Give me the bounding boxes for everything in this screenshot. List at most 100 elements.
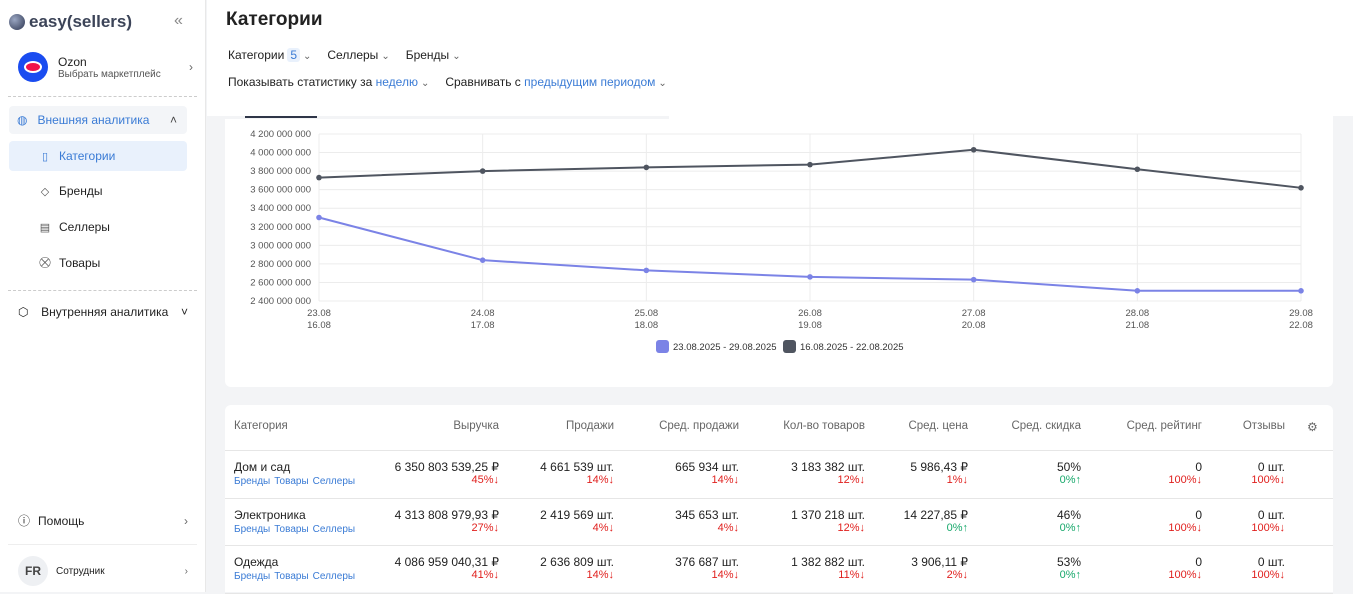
category-link-0[interactable]: Бренды — [234, 523, 271, 535]
category-link-1[interactable]: Товары — [274, 476, 309, 487]
delta-value: 2% — [946, 569, 963, 581]
brands-filter[interactable]: Бренды ⌄ — [406, 48, 461, 62]
table-cell: 0 100%↓ — [1168, 460, 1202, 486]
scrollbar[interactable] — [1335, 405, 1353, 592]
data-point[interactable] — [1134, 166, 1141, 173]
legend-label[interactable]: 16.08.2025 - 22.08.2025 — [800, 342, 904, 353]
column-header[interactable]: Сред. скидка — [1011, 420, 1081, 432]
data-point[interactable] — [1134, 287, 1141, 294]
data-point[interactable] — [1298, 287, 1304, 294]
help-label: Помощь — [38, 513, 85, 528]
arrow-up-icon: ↑ — [1075, 474, 1082, 486]
category-link-2[interactable]: Селлеры — [312, 571, 356, 582]
category-name[interactable]: Дом и сад — [234, 460, 291, 474]
sidebar: easy(sellers) « Ozon Выбрать маркетплейс … — [0, 0, 206, 592]
page-header: Категории Категории 5 ⌄ Селлеры ⌄ Бренды ⌄ П… — [207, 0, 1353, 116]
nav-external-analytics[interactable]: ◍ Внешняя аналитика ˄ — [9, 106, 187, 134]
cell-value: 0 — [1195, 507, 1202, 522]
user-menu[interactable]: FR Сотрудник › — [18, 556, 188, 586]
cell-value: 1 382 882 шт. — [791, 555, 865, 569]
cell-delta: 100%↓ — [1251, 522, 1285, 534]
tab-strip — [225, 116, 669, 119]
category-link-2[interactable]: Селлеры — [312, 476, 356, 487]
nav-label: Категории — [59, 149, 116, 163]
category-link-1[interactable]: Товары — [274, 571, 309, 582]
y-tick-label: 2 600 000 000 — [250, 277, 311, 288]
sellers-filter[interactable]: Селлеры ⌄ — [327, 48, 389, 62]
column-header[interactable]: Сред. цена — [908, 420, 968, 432]
category-link-0[interactable]: Бренды — [234, 571, 271, 582]
column-header[interactable]: Продажи — [565, 420, 614, 432]
column-header[interactable]: Сред. рейтинг — [1126, 420, 1202, 432]
delta-value: 100% — [1251, 474, 1280, 486]
cell-value: 345 653 шт. — [675, 507, 739, 522]
data-point[interactable] — [807, 161, 813, 168]
cell-delta: 14%↓ — [675, 474, 739, 486]
delta-value: 14% — [711, 569, 734, 581]
table-cell: 1 370 218 шт. 12%↓ — [791, 508, 865, 534]
data-point[interactable] — [316, 174, 322, 181]
legend-swatch[interactable] — [656, 340, 669, 353]
cell-value: 53% — [1056, 555, 1081, 569]
data-point[interactable] — [970, 146, 977, 153]
help-link[interactable]: ⓘ Помощь › — [18, 512, 188, 529]
sidebar-item-brands[interactable]: ◇ Бренды — [9, 176, 187, 206]
data-point[interactable] — [807, 274, 813, 280]
sidebar-item-sellers[interactable]: ▤ Селлеры — [9, 212, 187, 242]
cell-value: 3 183 382 шт. — [791, 460, 865, 474]
delta-value: 27% — [471, 521, 494, 534]
cell-value: 3 906,11 ₽ — [911, 555, 968, 569]
arrow-down-icon: ↓ — [493, 569, 500, 581]
column-header[interactable]: Выручка — [453, 420, 499, 432]
marketplace-selector[interactable]: Ozon Выбрать маркетплейс › — [18, 52, 193, 82]
categories-filter[interactable]: Категории 5 ⌄ — [228, 48, 311, 62]
data-point[interactable] — [643, 267, 650, 274]
period-selector[interactable]: Показывать статистику за неделю ⌄ — [228, 75, 429, 89]
arrow-down-icon: ↓ — [733, 569, 740, 581]
sidebar-item-categories[interactable]: ▯ Категории — [9, 141, 187, 171]
column-header[interactable]: Кол-во товаров — [783, 420, 865, 432]
logo[interactable]: easy(sellers) — [9, 12, 132, 32]
data-point[interactable] — [316, 214, 322, 221]
settings-gear-icon[interactable]: ⚙ — [1307, 420, 1318, 434]
column-header[interactable]: Отзывы — [1242, 420, 1285, 432]
category-link-0[interactable]: Бренды — [234, 476, 271, 487]
arrow-up-icon: ↑ — [962, 521, 969, 534]
table-cell: 2 636 809 шт. 14%↓ — [540, 555, 614, 581]
active-tab-indicator — [245, 116, 317, 118]
data-point[interactable] — [970, 276, 977, 283]
nav-internal-analytics[interactable]: ⬡ Внутренняя аналитика ˅ — [18, 305, 188, 319]
column-header[interactable]: Категория — [234, 420, 288, 432]
category-name[interactable]: Электроника — [234, 507, 306, 522]
cell-value: 2 636 809 шт. — [540, 555, 614, 569]
marketplace-name: Ozon — [58, 54, 87, 69]
compare-selector[interactable]: Сравнивать с предыдущим периодом ⌄ — [445, 75, 666, 89]
cell-delta: 45%↓ — [395, 474, 499, 486]
table-cell: 376 687 шт. 14%↓ — [675, 555, 739, 581]
sidebar-item-products[interactable]: ⛒ Товары — [9, 248, 187, 278]
delta-value: 0% — [1059, 569, 1076, 581]
cell-value: 665 934 шт. — [675, 460, 739, 474]
x-tick-label: 25.08 — [634, 308, 658, 319]
data-point[interactable] — [1298, 185, 1304, 191]
legend-label[interactable]: 23.08.2025 - 29.08.2025 — [673, 342, 777, 353]
legend-swatch[interactable] — [783, 340, 796, 353]
cell-value: 4 313 808 979,93 ₽ — [394, 507, 499, 522]
cell-value: 0 — [1195, 460, 1202, 474]
arrow-down-icon: ↓ — [493, 521, 500, 534]
delta-value: 100% — [1168, 521, 1197, 534]
category-link-1[interactable]: Товары — [274, 523, 309, 535]
table-row: Одежда Бренды Товары Селлеры 4 086 959 040,3… — [225, 546, 1333, 594]
column-header[interactable]: Сред. продажи — [659, 420, 739, 432]
arrow-up-icon: ↑ — [1075, 569, 1082, 581]
data-point[interactable] — [479, 257, 486, 263]
data-point[interactable] — [643, 164, 650, 171]
collapse-sidebar-icon[interactable]: « — [174, 12, 183, 29]
delta-value: 14% — [711, 474, 734, 486]
category-name[interactable]: Одежда — [234, 555, 279, 569]
category-link-2[interactable]: Селлеры — [312, 523, 356, 535]
arrow-up-icon: ↑ — [1075, 521, 1082, 534]
x-tick-label-previous: 22.08 — [1289, 320, 1313, 331]
data-point[interactable] — [479, 168, 486, 174]
delta-value: 41% — [471, 569, 494, 581]
